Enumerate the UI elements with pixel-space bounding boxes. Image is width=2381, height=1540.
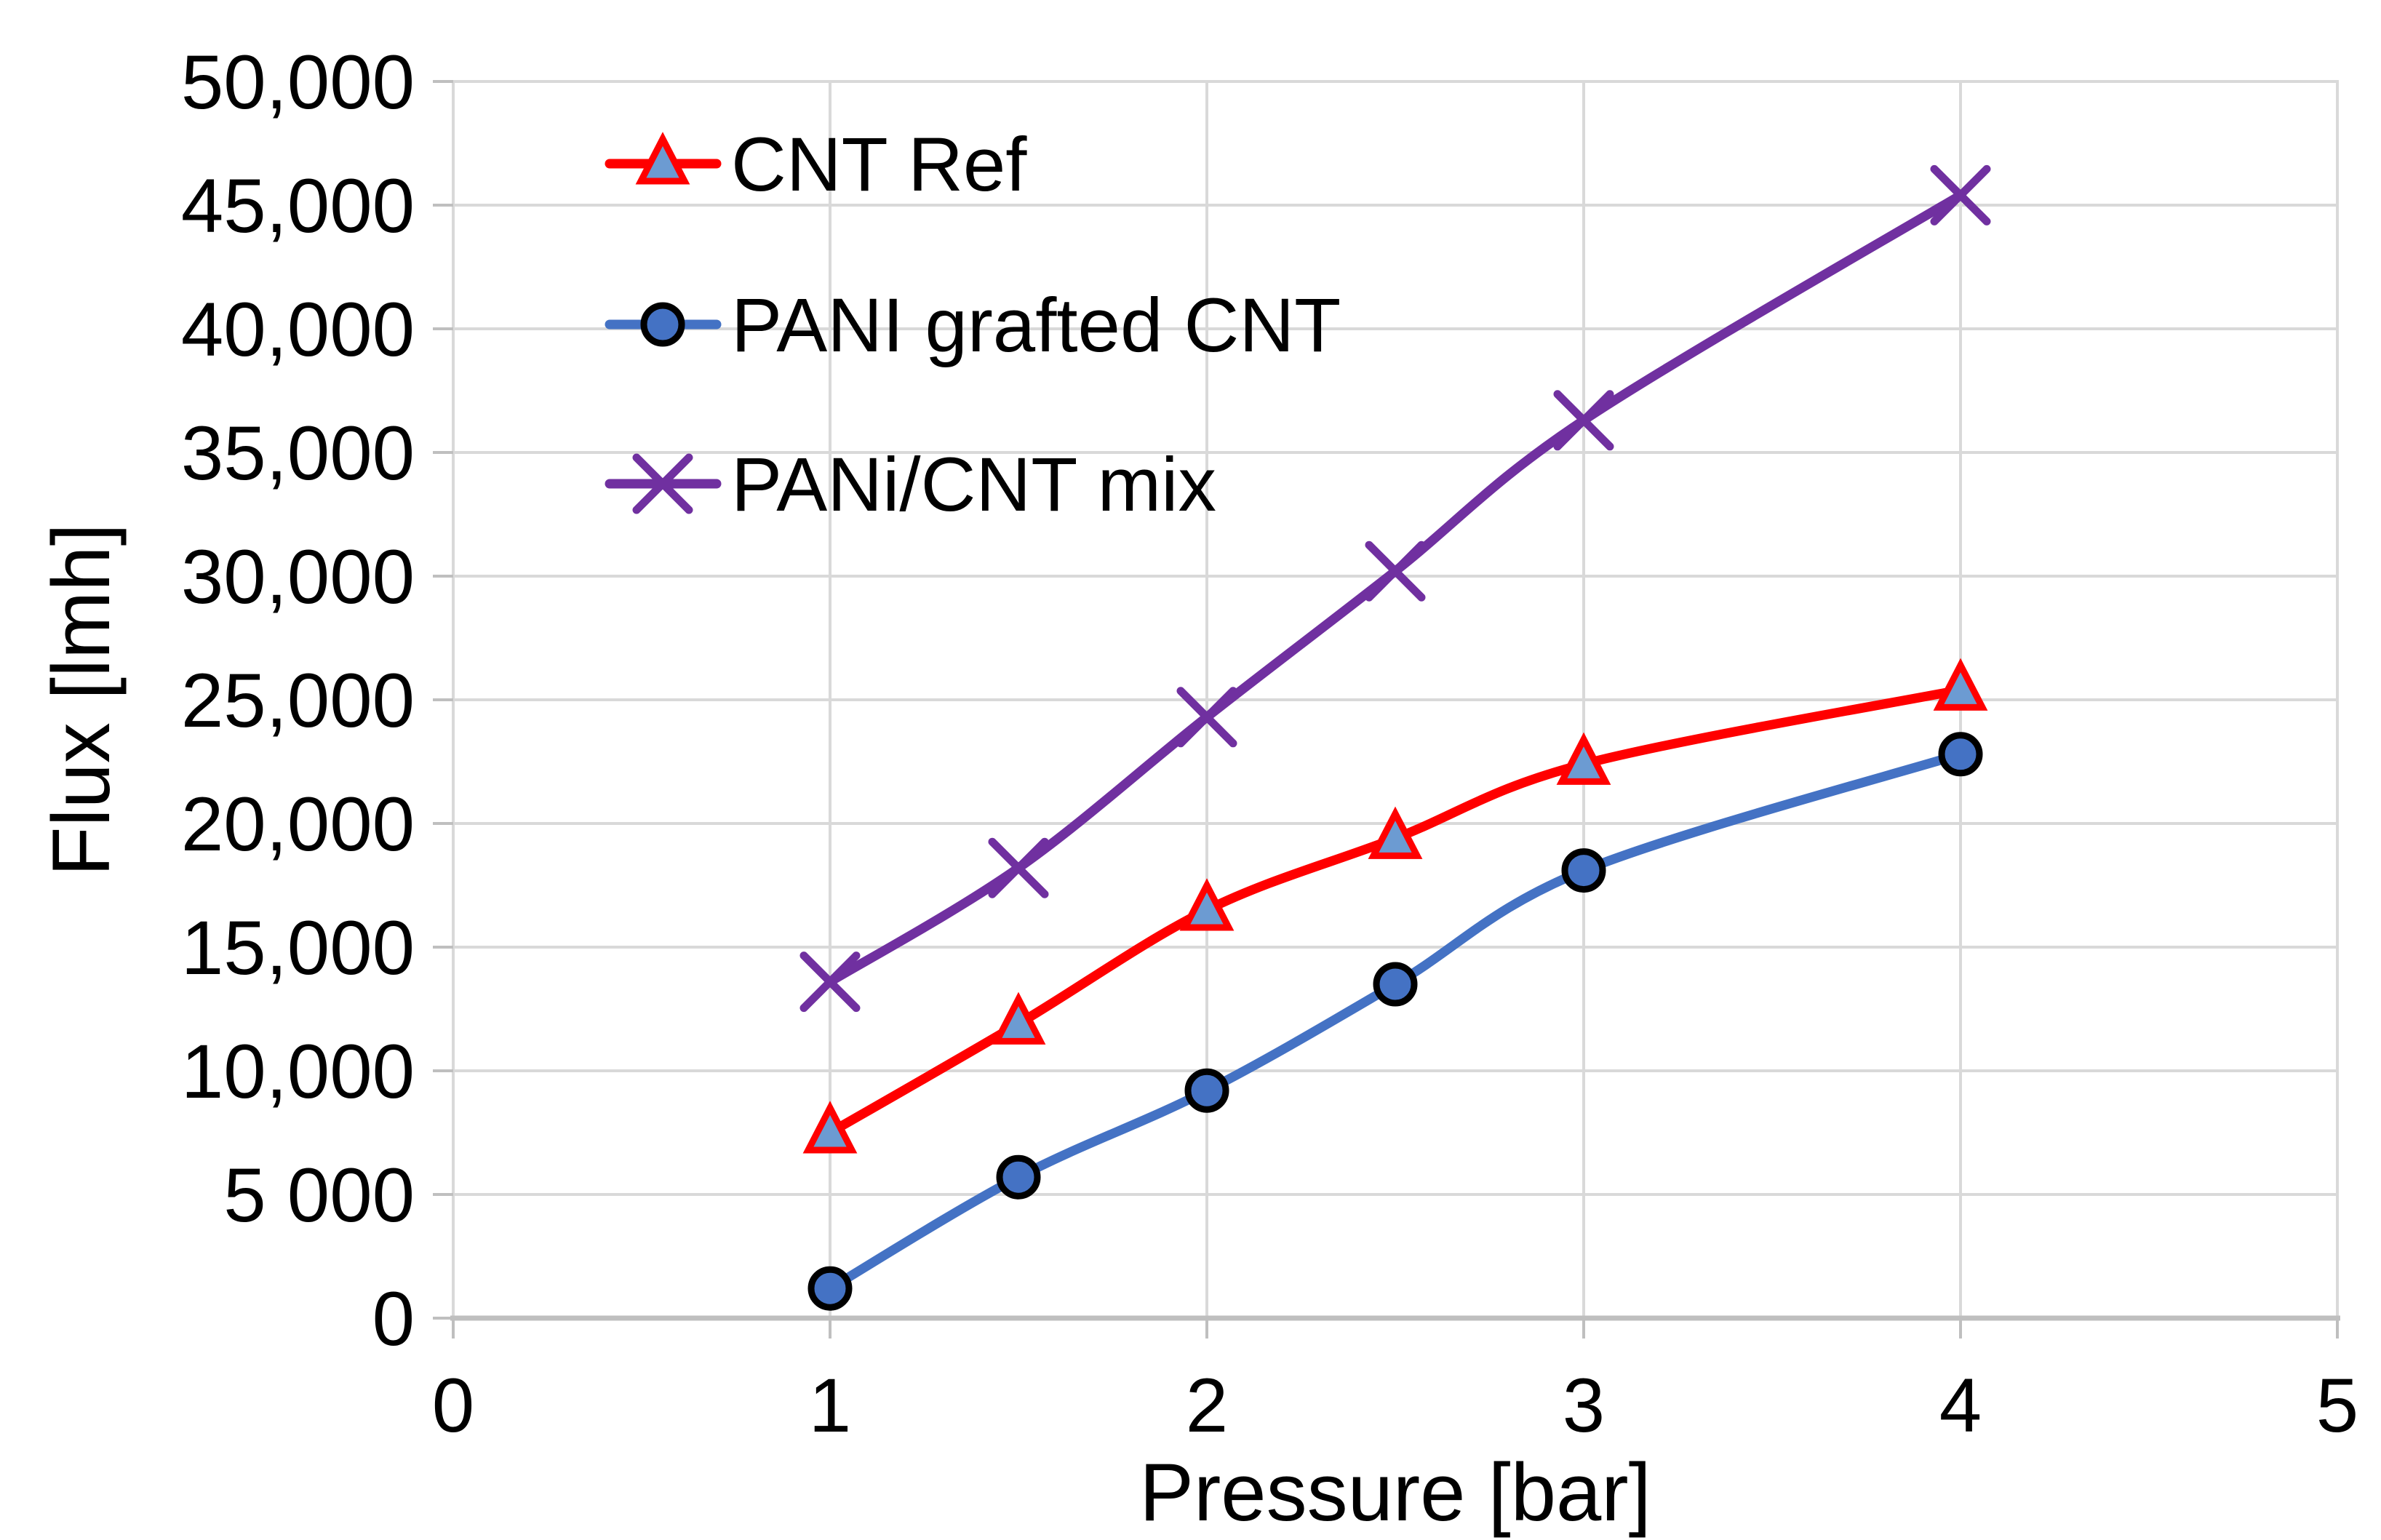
x-tick-label: 5 (2316, 1363, 2358, 1448)
y-axis-title: Flux [lmh] (36, 523, 127, 876)
y-tick-label: 25,000 (181, 658, 415, 743)
marker-x-pani-cnt-mix (1365, 540, 1426, 602)
x-tick-label: 3 (1563, 1363, 1605, 1448)
legend-label-cnt-ref: CNT Ref (731, 122, 1027, 207)
grid-layer (453, 80, 2337, 1318)
marker-x-pani-cnt-mix (799, 951, 861, 1013)
y-tick-label: 45,000 (181, 164, 415, 249)
x-tick-label: 4 (1939, 1363, 1982, 1448)
marker-x-legend (632, 453, 693, 514)
legend: CNT Ref PANI grafted CNT PANi/CNT mix (605, 122, 1341, 527)
y-tick-label: 40,000 (181, 287, 415, 372)
marker-triangle-cnt-ref (1556, 732, 1611, 785)
legend-symbol-triangle (605, 132, 722, 185)
marker-x-pani-cnt-mix (1553, 390, 1614, 451)
marker-triangle-cnt-ref (1179, 878, 1235, 931)
y-tick-label: 20,000 (181, 782, 415, 867)
marker-x-pani-cnt-mix (988, 837, 1049, 898)
legend-item-pani-grafted-cnt: PANI grafted CNT (605, 283, 1341, 368)
marker-x-pani-cnt-mix (1176, 687, 1237, 748)
y-tick-label: 35,000 (181, 411, 415, 496)
marker-circle-pani-grafted-cnt (1373, 962, 1418, 1007)
marker-circle-pani-grafted-cnt (1561, 848, 1606, 893)
marker-triangle-cnt-ref (1368, 806, 1423, 859)
axis-layer (433, 80, 2340, 1338)
x-tick-label: 1 (809, 1363, 851, 1448)
legend-item-pani-cnt-mix: PANi/CNT mix (605, 442, 1216, 527)
y-tick-label: 30,000 (181, 535, 415, 620)
legend-label-pani-grafted-cnt: PANI grafted CNT (731, 283, 1341, 368)
x-axis-title: Pressure [bar] (1139, 1447, 1651, 1538)
x-tick-label: 0 (432, 1363, 474, 1448)
legend-item-cnt-ref: CNT Ref (605, 122, 1027, 207)
marker-circle-legend (640, 302, 685, 347)
y-tick-label: 50,000 (181, 40, 415, 125)
tick-label-layer: 0 5 000 10,000 15,000 20,000 25,000 30,000 35,0… (181, 40, 2358, 1448)
marker-triangle-cnt-ref (991, 992, 1046, 1045)
marker-x-pani-cnt-mix (1930, 164, 1991, 226)
marker-circle-pani-grafted-cnt (996, 1154, 1041, 1200)
y-tick-label: 0 (372, 1277, 415, 1362)
legend-label-pani-cnt-mix: PANi/CNT mix (731, 442, 1216, 527)
marker-circle-pani-grafted-cnt (1184, 1068, 1229, 1113)
marker-circle-pani-grafted-cnt (1938, 732, 1983, 777)
y-tick-label: 10,000 (181, 1029, 415, 1114)
legend-symbol-x (605, 453, 722, 514)
x-tick-label: 2 (1186, 1363, 1228, 1448)
marker-layer (799, 164, 1991, 1311)
marker-triangle-legend (635, 132, 690, 185)
marker-triangle-cnt-ref (802, 1101, 858, 1154)
y-tick-label: 5 000 (223, 1153, 415, 1238)
marker-triangle-cnt-ref (1933, 658, 1988, 711)
marker-circle-pani-grafted-cnt (807, 1266, 853, 1311)
series-line-cnt-ref (825, 685, 1966, 1138)
y-tick-label: 15,000 (181, 906, 415, 991)
legend-symbol-circle (605, 302, 722, 347)
